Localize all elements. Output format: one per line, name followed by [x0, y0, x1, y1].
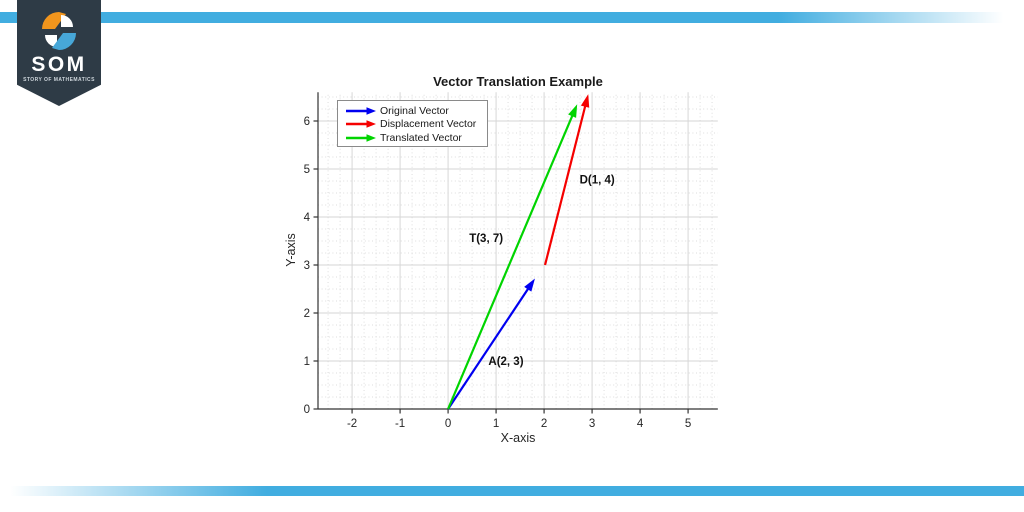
y-tick-label: 3 — [304, 260, 310, 272]
x-tick-label: -1 — [395, 418, 405, 430]
legend-arrow-swatch — [346, 133, 376, 142]
plot-svg: -2 -1 0 1 2 3 4 5 0 1 2 3 4 5 6 A(2, 3) D(1, 4) T(3, 7) — [304, 92, 718, 430]
icon-white-fan-top-right — [61, 15, 73, 27]
x-axis-label: X-axis — [500, 431, 536, 445]
y-tick-label: 1 — [304, 356, 310, 368]
vector-label: A(2, 3) — [488, 356, 523, 368]
legend-entry-label: Original Vector — [380, 104, 449, 117]
legend: Original Vector Displacement Vector Transl… — [337, 100, 488, 147]
som-logo-text: SOM — [31, 53, 87, 76]
som-logo-subtext: STORY OF MATHEMATICS — [23, 77, 95, 83]
legend-entry-label: Displacement Vector — [380, 118, 477, 131]
x-tick-label: 3 — [589, 418, 595, 430]
x-tick-label: 4 — [637, 418, 644, 430]
icon-blue-fan — [52, 33, 76, 50]
som-pinwheel-icon — [42, 12, 76, 50]
x-tick-label: 5 — [685, 418, 691, 430]
legend-entry: Translated Vector — [345, 131, 487, 145]
bottom-banner-stripe — [0, 486, 1024, 496]
vector-arrow-line — [447, 284, 532, 410]
y-tick-label: 5 — [304, 164, 310, 176]
legend-entry: Displacement Vector — [345, 118, 487, 132]
x-tick-label: 1 — [493, 418, 499, 430]
y-tick-label: 6 — [304, 116, 310, 128]
vector-arrowhead — [580, 94, 590, 108]
vector-label: T(3, 7) — [469, 233, 503, 245]
y-tick-label: 0 — [304, 404, 310, 416]
som-logo-badge: SOM STORY OF MATHEMATICS — [17, 0, 101, 106]
y-axis-label: Y-axis — [284, 233, 298, 267]
icon-orange-fan — [42, 12, 66, 29]
legend-arrow-swatch — [346, 106, 376, 115]
y-tick-label: 2 — [304, 308, 310, 320]
icon-white-fan-bottom-left — [45, 35, 57, 47]
top-banner-stripe — [0, 12, 1024, 23]
legend-entry: Original Vector — [345, 104, 487, 118]
vector-arrow-line — [543, 101, 588, 266]
chart-title: Vector Translation Example — [433, 74, 603, 89]
x-tick-label: 2 — [541, 418, 547, 430]
vector-label: D(1, 4) — [580, 174, 615, 186]
vector-arrowhead — [524, 278, 535, 292]
vector-arrow-line — [447, 111, 576, 410]
legend-arrow-swatch — [346, 120, 376, 129]
legend-entry-label: Translated Vector — [380, 131, 462, 144]
y-tick-label: 4 — [304, 212, 311, 224]
vector-arrowhead — [568, 104, 578, 118]
x-tick-label: -2 — [347, 418, 357, 430]
x-tick-label: 0 — [445, 418, 451, 430]
